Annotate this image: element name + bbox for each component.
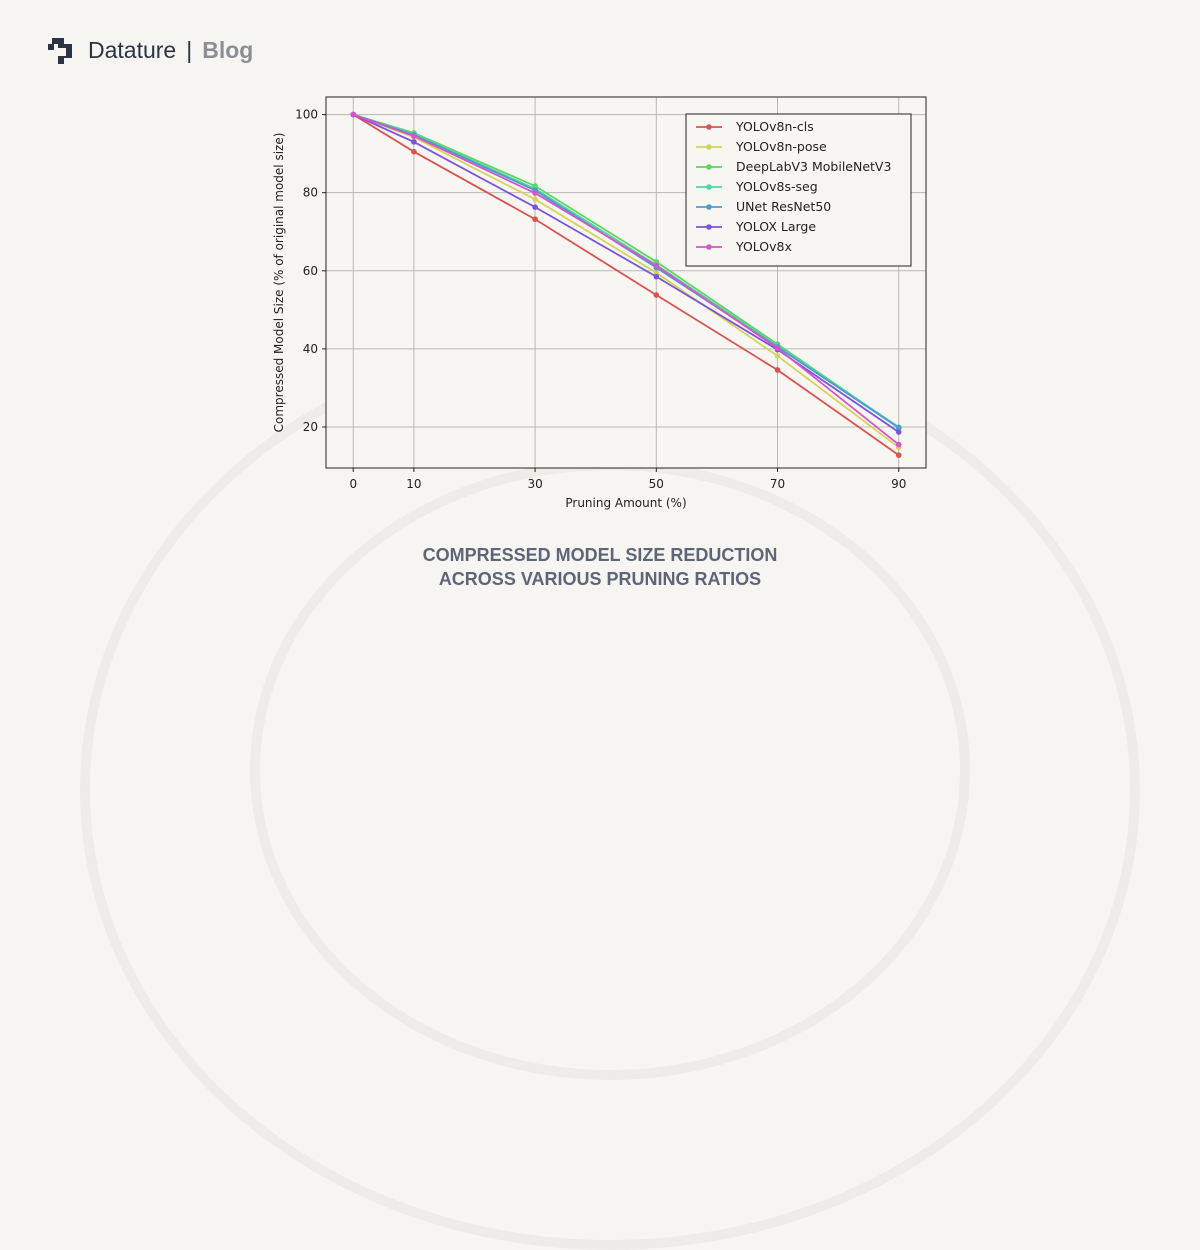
legend-marker (706, 164, 712, 170)
datature-logo-icon (48, 38, 72, 64)
y-tick-label: 40 (303, 342, 318, 356)
legend-label: YOLOv8n-pose (735, 139, 827, 154)
caption-line-2: ACROSS VARIOUS PRUNING RATIOS (438, 569, 762, 589)
line-chart: 0 10 30 50 70 90 20 40 60 80 100 Pruning Amount (%)… (272, 96, 927, 510)
data-point (411, 139, 417, 145)
data-point (895, 424, 902, 431)
data-point (895, 452, 902, 458)
data-point (774, 345, 781, 351)
data-point (350, 111, 357, 118)
legend-marker (706, 144, 712, 150)
x-tick-label: 70 (770, 477, 785, 491)
legend-label: UNet ResNet50 (736, 199, 831, 214)
data-point (895, 441, 902, 448)
data-point (774, 353, 781, 359)
plot-frame (325, 96, 927, 469)
y-tick-label: 60 (303, 264, 318, 278)
data-point (411, 148, 417, 155)
y-tick-label: 80 (303, 186, 318, 200)
caption-line-1: COMPRESSED MODEL SIZE REDUCTION (422, 545, 778, 565)
y-axis-label: Compressed Model Size (% of original mod… (272, 133, 286, 433)
data-point (653, 273, 660, 280)
legend-label: YOLOv8n-cls (735, 119, 814, 134)
x-tick-label: 0 (349, 477, 357, 491)
y-tick-label: 20 (303, 420, 318, 434)
data-point (653, 292, 660, 298)
series-line (352, 113, 900, 449)
data-point (774, 367, 781, 373)
brand-section: Blog (202, 36, 254, 63)
legend-label: YOLOX Large (735, 219, 816, 234)
x-tick-label: 10 (406, 477, 421, 491)
series-line (353, 113, 900, 429)
legend-label: YOLOv8s-seg (735, 179, 818, 194)
legend-marker (706, 124, 712, 130)
legend-marker (706, 184, 712, 190)
data-point (532, 196, 538, 203)
brand-separator: | (186, 36, 193, 63)
legend-marker (706, 224, 712, 230)
data-point (653, 269, 660, 276)
x-tick-label: 30 (527, 477, 542, 491)
legend-label: DeepLabV3 MobileNetV3 (736, 159, 891, 174)
x-axis-label: Pruning Amount (%) (565, 496, 686, 510)
brand-name: Datature (88, 36, 177, 63)
data-point (532, 216, 538, 223)
series-line (352, 113, 900, 456)
x-tick-label: 90 (891, 477, 906, 491)
legend-marker (706, 244, 712, 250)
chart-caption: COMPRESSED MODEL SIZE REDUCTION ACROSS V… (0, 543, 1200, 591)
y-tick-label: 100 (295, 108, 318, 122)
legend-marker (706, 204, 712, 210)
x-tick-label: 50 (649, 477, 664, 491)
legend-box (685, 113, 912, 267)
series-line (352, 113, 900, 446)
legend-label: YOLOv8x (735, 239, 792, 254)
data-point (895, 429, 902, 435)
data-point (532, 204, 538, 210)
brand-header[interactable]: Datature | Blog (46, 34, 253, 66)
data-point (411, 133, 417, 139)
data-point (653, 262, 660, 269)
data-point (532, 190, 538, 196)
